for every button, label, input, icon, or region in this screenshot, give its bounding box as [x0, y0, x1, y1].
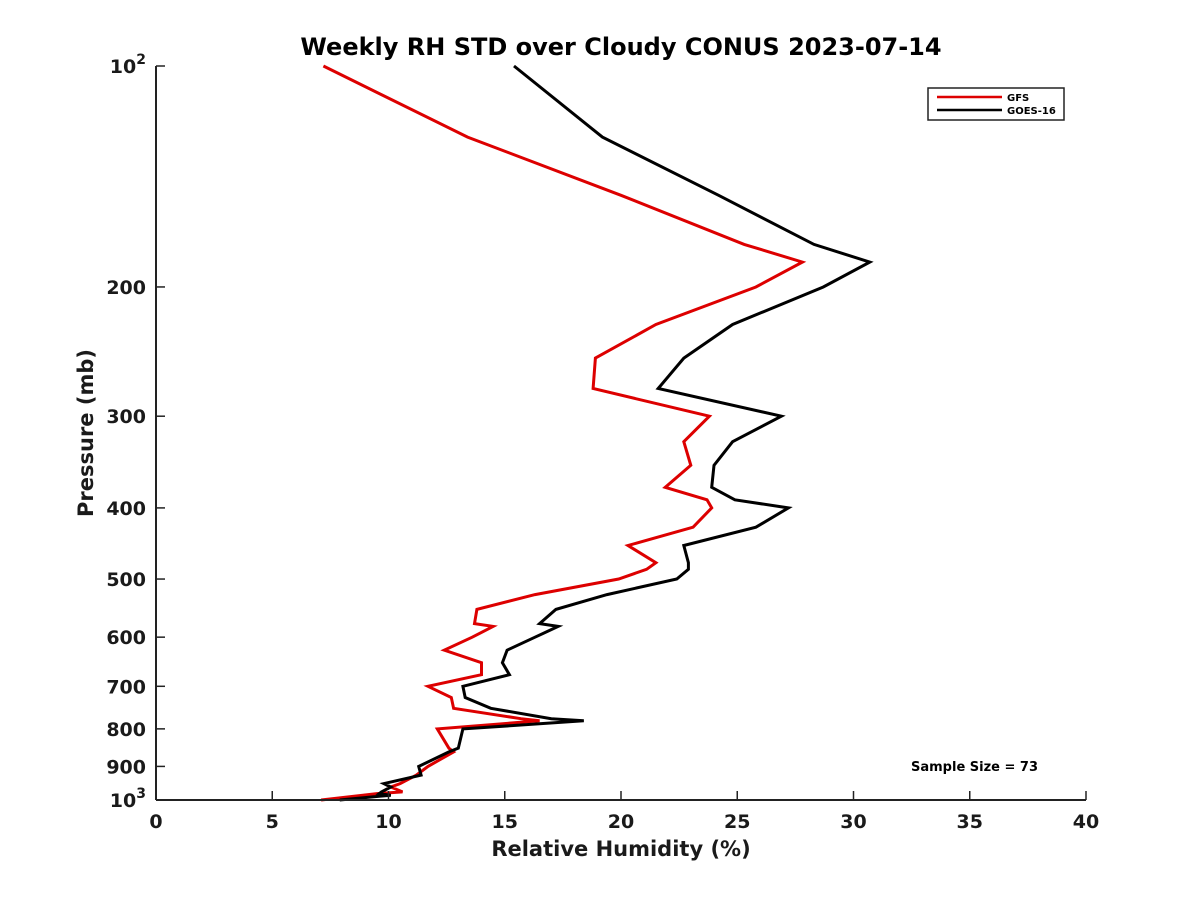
x-tick-label: 0 — [149, 811, 162, 833]
x-tick-label: 35 — [957, 811, 983, 833]
y-tick-label: 700 — [106, 676, 146, 698]
x-axis-label: Relative Humidity (%) — [491, 837, 750, 861]
y-tick-label: 600 — [106, 627, 146, 649]
sample-size-annotation: Sample Size = 73 — [911, 760, 1038, 775]
y-axis-ticks: 102 200 300 400 500 600 700 800 900 103 — [106, 52, 165, 812]
legend: GFS GOES-16 — [927, 87, 1065, 121]
x-tick-label: 30 — [840, 811, 866, 833]
series-line-gfs — [320, 64, 807, 802]
x-tick-label: 40 — [1073, 811, 1099, 833]
x-tick-label: 10 — [375, 811, 401, 833]
series-line-goes16 — [339, 64, 874, 802]
x-tick-label: 15 — [492, 811, 518, 833]
y-tick-label: 300 — [106, 406, 146, 428]
x-tick-label: 5 — [266, 811, 279, 833]
plot-area — [320, 64, 874, 802]
x-tick-label: 25 — [724, 811, 750, 833]
x-tick-label: 20 — [608, 811, 634, 833]
y-tick-label: 102 — [110, 52, 146, 78]
x-axis-ticks: 0 5 10 15 20 25 30 35 40 — [149, 791, 1099, 833]
y-tick-label: 500 — [106, 569, 146, 591]
y-axis-label: Pressure (mb) — [74, 349, 98, 517]
legend-label-goes16: GOES-16 — [1007, 106, 1056, 117]
legend-box — [927, 87, 1065, 121]
legend-label-gfs: GFS — [1007, 93, 1029, 104]
chart-title: Weekly RH STD over Cloudy CONUS 2023-07-… — [300, 33, 941, 61]
y-tick-label: 103 — [110, 786, 146, 812]
y-tick-label: 200 — [106, 277, 146, 299]
y-tick-label: 900 — [106, 756, 146, 778]
y-tick-label: 800 — [106, 719, 146, 741]
y-tick-label: 400 — [106, 498, 146, 520]
